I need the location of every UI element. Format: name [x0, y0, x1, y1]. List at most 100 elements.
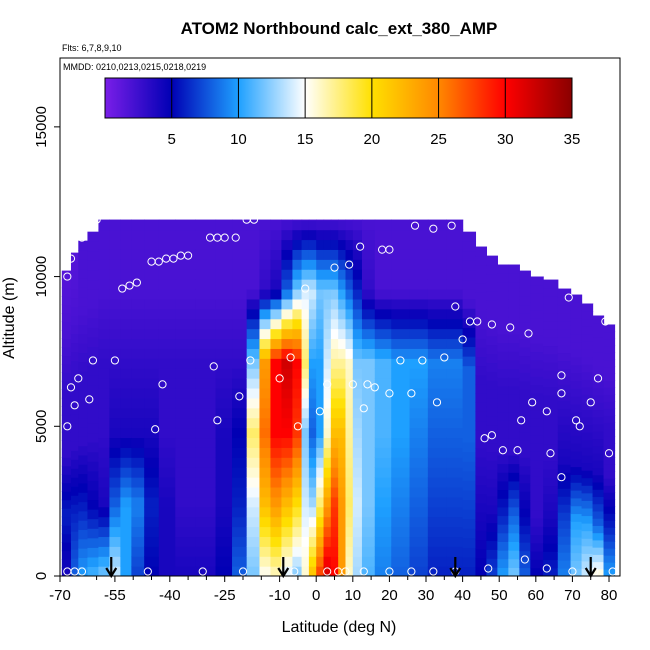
heatmap-cell	[215, 407, 233, 419]
heatmap-cell	[603, 345, 616, 354]
heatmap-cell	[345, 368, 354, 379]
heatmap-cell	[175, 328, 197, 340]
heatmap-cell	[330, 536, 339, 547]
heatmap-cell	[338, 516, 347, 528]
heatmap-cell	[462, 327, 477, 338]
heatmap-cell	[330, 259, 339, 270]
heatmap-cell	[508, 541, 520, 551]
heatmap-cell	[78, 520, 89, 531]
heatmap-cell	[308, 467, 317, 478]
heatmap-cell	[557, 432, 572, 441]
heatmap-cell	[391, 417, 411, 429]
heatmap-cell	[301, 229, 310, 241]
heatmap-cell	[270, 427, 283, 439]
heatmap-cell	[323, 447, 332, 458]
heatmap-cell	[246, 229, 261, 241]
heatmap-cell	[78, 510, 89, 521]
heatmap-cell	[316, 506, 325, 518]
heatmap-cell	[374, 338, 392, 349]
heatmap-cell	[462, 509, 477, 520]
heatmap-cell	[330, 486, 339, 498]
heatmap-cell	[497, 437, 509, 447]
heatmap-cell	[338, 378, 347, 389]
heatmap-cell	[78, 389, 89, 400]
heatmap-cell	[301, 546, 310, 557]
heatmap-cell	[530, 343, 544, 353]
heatmap-cell	[519, 491, 531, 501]
heatmap-cell	[530, 376, 544, 386]
heatmap-cell	[215, 298, 233, 310]
heatmap-cell	[486, 415, 498, 426]
heatmap-cell	[78, 343, 89, 354]
heatmap-cell	[361, 219, 376, 231]
heatmap-cell	[292, 516, 303, 528]
heatmap-cell	[603, 436, 616, 444]
heatmap-cell	[330, 437, 339, 448]
colorbar-tick-label: 10	[230, 131, 247, 148]
heatmap-cell	[158, 338, 176, 349]
heatmap-cell	[391, 447, 411, 458]
heatmap-cell	[530, 442, 544, 452]
heatmap-cell	[427, 368, 447, 379]
heatmap-cell	[109, 526, 121, 538]
heatmap-cell	[131, 556, 145, 567]
heatmap-cell	[316, 407, 325, 419]
heatmap-cell	[446, 437, 464, 448]
sample-point	[487, 431, 496, 440]
heatmap-cell	[338, 249, 347, 260]
heatmap-cell	[570, 474, 583, 483]
heatmap-cell	[581, 303, 594, 312]
heatmap-cell	[581, 409, 594, 418]
heatmap-cell	[330, 526, 339, 538]
heatmap-cell	[530, 276, 544, 286]
heatmap-cell	[61, 329, 72, 340]
heatmap-cell	[543, 337, 559, 347]
heatmap-cell	[570, 349, 583, 358]
heatmap-cell	[391, 229, 411, 241]
heatmap-cell	[592, 467, 605, 476]
heatmap-cell	[215, 269, 233, 280]
heatmap-cell	[557, 440, 572, 449]
heatmap-cell	[87, 556, 100, 568]
heatmap-cell	[292, 457, 303, 468]
heatmap-cell	[246, 437, 261, 448]
heatmap-cell	[131, 219, 145, 231]
heatmap-cell	[530, 509, 544, 519]
heatmap-cell	[352, 457, 363, 468]
heatmap-cell	[316, 219, 325, 231]
heatmap-cell	[301, 556, 310, 567]
heatmap-cell	[519, 380, 531, 390]
heatmap-cell	[70, 306, 79, 317]
heatmap-cell	[87, 356, 100, 367]
heatmap-cell	[259, 496, 272, 508]
heatmap-cell	[603, 520, 616, 528]
heatmap-cell	[195, 368, 217, 379]
heatmap-cell	[323, 358, 332, 369]
colorbar-tick-label: 30	[497, 131, 514, 148]
heatmap-cell	[543, 320, 559, 330]
heatmap-cell	[345, 536, 354, 547]
heatmap-cell	[78, 296, 89, 307]
heatmap-cell	[232, 249, 248, 260]
heatmap-cell	[215, 546, 233, 557]
heatmap-cell	[462, 241, 477, 252]
heatmap-cell	[475, 539, 488, 550]
heatmap-cell	[345, 556, 354, 567]
heatmap-cell	[603, 562, 616, 570]
heatmap-cell	[486, 389, 498, 399]
heatmap-cell	[391, 338, 411, 349]
heatmap-cell	[232, 219, 248, 231]
heatmap-cell	[462, 480, 477, 491]
heatmap-cell	[120, 387, 132, 399]
heatmap-cell	[259, 308, 272, 320]
heatmap-cell	[486, 264, 498, 275]
heatmap-cell	[78, 482, 89, 493]
heatmap-cell	[361, 457, 376, 468]
heatmap-cell	[61, 525, 72, 535]
heatmap-cell	[70, 333, 79, 344]
heatmap-cell	[581, 333, 594, 342]
heatmap-cell	[98, 397, 111, 409]
heatmap-cell	[61, 279, 72, 289]
heatmap-cell	[409, 318, 429, 330]
heatmap-cell	[475, 246, 488, 248]
